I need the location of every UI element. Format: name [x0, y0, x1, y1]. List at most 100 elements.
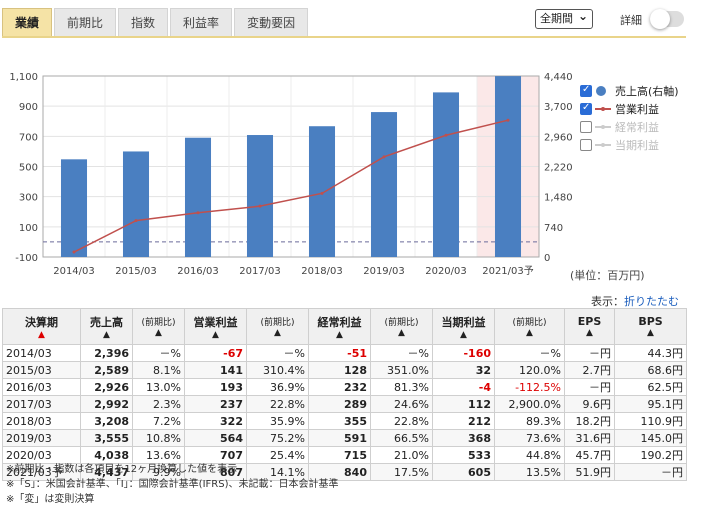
header-ord[interactable]: 経常利益 ▲ [308, 308, 371, 345]
cell-op_yoy: 75.2% [246, 429, 309, 447]
cell-eps: －円 [564, 344, 615, 362]
legend-checkbox[interactable] [580, 84, 592, 97]
cell-bps: 44.3円 [614, 344, 687, 362]
cell-ord: 591 [308, 429, 371, 447]
line-marker-icon [595, 143, 611, 147]
cell-net_yoy: -112.5% [494, 378, 565, 396]
right-tick-label: 4,440 [544, 72, 573, 83]
header-ord-yoy[interactable]: (前期比) ▲ [370, 308, 433, 345]
cell-bps: 190.2円 [614, 446, 687, 464]
period-select[interactable]: 全期間 [535, 7, 593, 29]
header-sales[interactable]: 売上高 ▲ [80, 308, 133, 345]
legend-item[interactable]: 営業利益 [580, 100, 679, 118]
legend-checkbox[interactable] [580, 102, 592, 115]
header-net[interactable]: 当期利益 ▲ [432, 308, 495, 345]
tab-2[interactable]: 指数 [118, 8, 169, 36]
unit-label: (単位：百万円) [570, 269, 645, 282]
footnotes: ※前期比・指数は各項目を12ヶ月換算した値を表示 ※「S」：米国会計基準、「I」：… [6, 462, 338, 507]
display-toggle: 表示：折りたたむ [591, 293, 679, 309]
cell-sales: 4,437 [80, 463, 133, 481]
display-label: 表示： [591, 295, 624, 308]
legend-label: 経常利益 [615, 121, 659, 134]
operating-profit-line [73, 119, 509, 253]
circle-marker-icon [596, 86, 606, 96]
tab-0[interactable]: 業績 [2, 8, 53, 36]
bar [370, 112, 398, 258]
footnote: ※「変」は変則決算 [6, 494, 95, 505]
cell-period: 2014/03 [2, 344, 81, 362]
tab-3[interactable]: 利益率 [170, 8, 233, 36]
cell-ord: -51 [308, 344, 371, 362]
cell-op: 707 [184, 446, 247, 464]
legend-item[interactable]: 経常利益 [580, 118, 679, 136]
cell-bps: 95.1円 [614, 395, 687, 413]
cell-net: -4 [432, 378, 495, 396]
cell-net_yoy: 120.0% [494, 361, 565, 379]
cell-sales: 2,589 [80, 361, 133, 379]
cell-op_yoy: 25.4% [246, 446, 309, 464]
left-tick-label: 700 [19, 132, 38, 143]
header-bps[interactable]: BPS ▲ [614, 308, 687, 345]
left-tick-label: 900 [19, 102, 38, 113]
legend-item[interactable]: 売上高(右軸) [580, 82, 679, 100]
x-tick-label: 2021/03予 [482, 265, 534, 277]
left-tick-label: 300 [19, 193, 38, 204]
collapse-link[interactable]: 折りたたむ [624, 295, 679, 308]
header-net-yoy[interactable]: (前期比) ▲ [494, 308, 565, 345]
cell-eps: 31.6円 [564, 429, 615, 447]
cell-ord_yoy: 66.5% [370, 429, 433, 447]
legend-item[interactable]: 当期利益 [580, 136, 679, 154]
tab-1[interactable]: 前期比 [54, 8, 117, 36]
cell-period: 2020/03 [2, 446, 81, 464]
line-point [72, 250, 76, 254]
cell-op: -67 [184, 344, 247, 362]
header-eps[interactable]: EPS ▲ [564, 308, 615, 345]
cell-op: 564 [184, 429, 247, 447]
cell-net_yoy: 13.5% [494, 463, 565, 481]
table-row: 2015/03 2,589 8.1% 141 310.4% 128 351.0% 32 120.… [2, 361, 687, 379]
bar [246, 135, 274, 257]
tab-4[interactable]: 変動要因 [234, 8, 309, 36]
left-tick-label: 1,100 [9, 72, 38, 83]
cell-op_yoy: 35.9% [246, 412, 309, 430]
right-tick-label: 740 [544, 223, 563, 234]
cell-net: 533 [432, 446, 495, 464]
cell-sales: 2,992 [80, 395, 133, 413]
left-tick-label: -100 [15, 253, 38, 264]
header-period[interactable]: 決算期 ▲ [2, 308, 81, 345]
toggle-knob[interactable] [650, 9, 670, 29]
legend-label: 売上高(右軸) [615, 85, 679, 98]
cell-eps: 9.6円 [564, 395, 615, 413]
right-tick-label: 1,480 [544, 193, 573, 204]
right-tick-label: 2,960 [544, 132, 573, 143]
cell-net: 368 [432, 429, 495, 447]
footnote: ※前期比・指数は各項目を12ヶ月換算した値を表示 [6, 464, 238, 475]
cell-ord_yoy: 351.0% [370, 361, 433, 379]
detail-toggle[interactable] [650, 9, 684, 29]
legend-checkbox[interactable] [580, 139, 592, 151]
bar [432, 92, 460, 257]
cell-ord_yoy: －% [370, 344, 433, 362]
line-point [320, 191, 324, 195]
cell-net_yoy: 44.8% [494, 446, 565, 464]
header-op-yoy[interactable]: (前期比) ▲ [246, 308, 309, 345]
cell-period: 2015/03 [2, 361, 81, 379]
table-row: 2019/03 3,555 10.8% 564 75.2% 591 66.5% 368 73.6… [2, 429, 687, 447]
right-tick-label: 2,220 [544, 163, 573, 174]
bar [184, 137, 212, 257]
cell-ord: 232 [308, 378, 371, 396]
header-op[interactable]: 営業利益 ▲ [184, 308, 247, 345]
cell-net: 112 [432, 395, 495, 413]
plot-frame [42, 75, 540, 258]
cell-sales: 2,396 [80, 344, 133, 362]
header-sales-yoy[interactable]: (前期比) ▲ [132, 308, 185, 345]
cell-op: 193 [184, 378, 247, 396]
cell-period: 2021/03予 [2, 463, 81, 481]
legend-checkbox[interactable] [580, 121, 592, 133]
bar [494, 76, 522, 257]
cell-net: -160 [432, 344, 495, 362]
table-row: 2016/03 2,926 13.0% 193 36.9% 232 81.3% -4 -112.… [2, 378, 687, 396]
legend-label: 営業利益 [615, 103, 659, 116]
table-row: 2014/03 2,396 －% -67 －% -51 －% -160 －% －円 44.3円 [2, 344, 687, 362]
